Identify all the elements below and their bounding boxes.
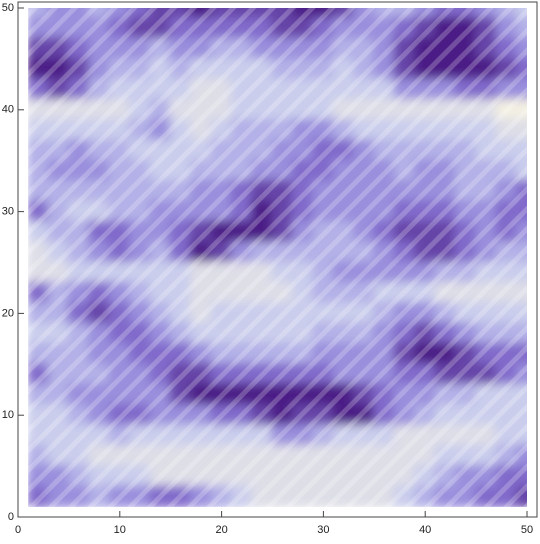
y-tick-label: 50 xyxy=(2,2,14,14)
y-tick-label: 10 xyxy=(2,409,14,421)
x-tick-label: 30 xyxy=(317,524,329,536)
x-tick-label: 40 xyxy=(419,524,431,536)
y-tick-label: 20 xyxy=(2,307,14,319)
y-tick-label: 40 xyxy=(2,104,14,116)
texture xyxy=(28,8,528,507)
y-tick-label: 0 xyxy=(8,511,14,523)
y-tick-label: 30 xyxy=(2,206,14,218)
x-tick-label: 10 xyxy=(114,524,126,536)
x-tick-label: 50 xyxy=(521,524,533,536)
frame xyxy=(17,1,538,518)
x-tick-label: 20 xyxy=(215,524,227,536)
x-tick-label: 0 xyxy=(15,524,21,536)
